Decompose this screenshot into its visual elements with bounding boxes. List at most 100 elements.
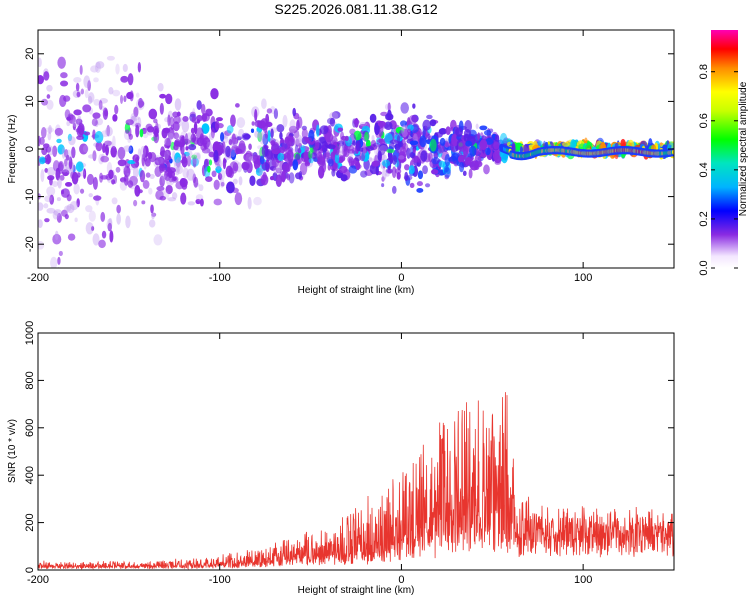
spectrogram-blob bbox=[215, 166, 222, 174]
spectrogram-blob bbox=[301, 128, 308, 139]
spectrogram-blob bbox=[444, 153, 451, 167]
spectrogram-blob bbox=[173, 159, 180, 167]
spectrogram-blob bbox=[160, 174, 167, 179]
spectrogram-blob bbox=[238, 140, 246, 153]
spectrogram-blob bbox=[219, 169, 226, 180]
spectrogram-blob bbox=[98, 100, 103, 110]
spectrogram-blob bbox=[462, 170, 467, 177]
spectrogram-blob bbox=[142, 180, 150, 189]
spectrogram-blob bbox=[72, 164, 76, 173]
spectrogram-blob bbox=[175, 166, 180, 176]
spectrogram-blob bbox=[228, 139, 233, 146]
spectrogram-blob bbox=[77, 172, 81, 178]
spectrogram-blob bbox=[56, 138, 62, 144]
spectrogram-blob bbox=[148, 108, 158, 120]
spectrogram-blob bbox=[202, 112, 210, 122]
spectrogram-blob bbox=[44, 218, 50, 223]
spectrogram-blob bbox=[148, 187, 153, 195]
spectrogram-blob bbox=[277, 152, 285, 162]
spectrogram-blob bbox=[179, 139, 183, 151]
spectrogram-blob bbox=[57, 56, 66, 69]
spectrogram-blob bbox=[404, 164, 410, 171]
chart-title: S225.2026.081.11.38.G12 bbox=[274, 1, 437, 17]
spectrogram-blob bbox=[67, 233, 76, 241]
colorbar-tick-label: 0.8 bbox=[698, 64, 710, 79]
spectrogram-blob bbox=[385, 113, 394, 121]
spectrogram-blob bbox=[259, 167, 263, 178]
spectrogram-blob bbox=[38, 202, 44, 211]
spectrogram-blob bbox=[180, 192, 187, 205]
spectrogram-blob bbox=[211, 170, 217, 178]
spectrogram-blob bbox=[412, 148, 416, 154]
spectrogram-blob bbox=[181, 119, 190, 133]
spectrogram-blob bbox=[327, 144, 336, 150]
spectrogram-blob bbox=[73, 76, 82, 83]
spectrogram-blob bbox=[139, 128, 144, 138]
spectrogram-blob bbox=[295, 153, 301, 161]
spectrogram-blob bbox=[236, 117, 246, 128]
spectrogram-blob bbox=[116, 213, 121, 225]
spectrogram-blob bbox=[273, 166, 281, 174]
spectrogram-blob bbox=[444, 165, 449, 173]
spectrogram-blob bbox=[105, 126, 113, 137]
spectrogram-blob bbox=[416, 187, 424, 193]
x-tick-label: -100 bbox=[209, 272, 231, 284]
spectrogram-blob bbox=[389, 139, 399, 145]
spectrogram-blob bbox=[48, 125, 52, 135]
spectrogram-blob bbox=[337, 127, 344, 132]
spectrogram-blob bbox=[195, 198, 201, 205]
spectrogram-blob bbox=[331, 168, 336, 177]
spectrogram-blob bbox=[182, 116, 189, 122]
spectrogram-blob bbox=[148, 219, 156, 228]
spectrogram-blob bbox=[159, 93, 167, 99]
spectrogram-blob bbox=[220, 132, 225, 142]
spectrogram-blob bbox=[374, 122, 380, 136]
spectrogram-blob bbox=[57, 160, 65, 172]
spectrogram-blob bbox=[153, 159, 160, 168]
spectrogram-blob bbox=[157, 82, 164, 92]
spectrogram-blob bbox=[162, 175, 166, 184]
spectrogram-blob bbox=[208, 132, 215, 141]
spectrogram-blob bbox=[92, 233, 100, 246]
spectrogram-blob bbox=[210, 127, 215, 139]
spectrogram-blob bbox=[254, 122, 258, 127]
spectrogram-blob bbox=[58, 250, 63, 257]
spectrogram-blob bbox=[120, 75, 129, 83]
spectrogram-blob bbox=[98, 239, 106, 249]
spectrogram-blob bbox=[329, 111, 339, 121]
spectrogram-blob bbox=[229, 147, 236, 158]
spectrogram-blob bbox=[331, 111, 341, 119]
spectrogram-blob bbox=[134, 184, 141, 197]
spectrogram-blob bbox=[106, 218, 113, 231]
spectrogram-blob bbox=[44, 167, 49, 173]
spectrogram-blob bbox=[360, 170, 368, 178]
spectrogram-blob bbox=[43, 71, 50, 81]
spectrogram-blob bbox=[371, 134, 375, 142]
spectrogram-blob bbox=[282, 114, 288, 128]
spectrogram-blob bbox=[153, 131, 160, 144]
x-tick-label: 0 bbox=[398, 272, 404, 284]
spectrogram-blob bbox=[169, 116, 175, 127]
spectrogram-blob bbox=[190, 127, 195, 134]
spectrogram-blob bbox=[196, 152, 201, 160]
spectrogram-blob bbox=[75, 161, 84, 172]
spectrogram-blob bbox=[127, 180, 134, 188]
spectrogram-blob bbox=[254, 108, 258, 122]
spectrogram-blob bbox=[270, 141, 280, 155]
spectrogram-blob bbox=[101, 230, 107, 239]
spectrogram-blob bbox=[257, 120, 267, 129]
spectrogram-blob bbox=[404, 171, 409, 182]
spectrogram-blob bbox=[408, 165, 415, 175]
spectrogram-blob bbox=[369, 113, 377, 123]
spectrogram-blob bbox=[125, 119, 134, 126]
colorbar-gradient bbox=[711, 30, 738, 268]
colorbar-tick-label: 0.4 bbox=[698, 162, 710, 177]
spectrogram-blob bbox=[261, 144, 269, 158]
snr-ylabel: SNR (10 * v/v) bbox=[7, 419, 18, 483]
spectrogram-ylabel: Frequency (Hz) bbox=[7, 115, 18, 184]
spectrogram-blob bbox=[245, 150, 253, 163]
spectrogram-blob bbox=[93, 98, 100, 106]
spectrogram-blob bbox=[238, 176, 243, 186]
spectrogram-blob bbox=[416, 181, 423, 187]
